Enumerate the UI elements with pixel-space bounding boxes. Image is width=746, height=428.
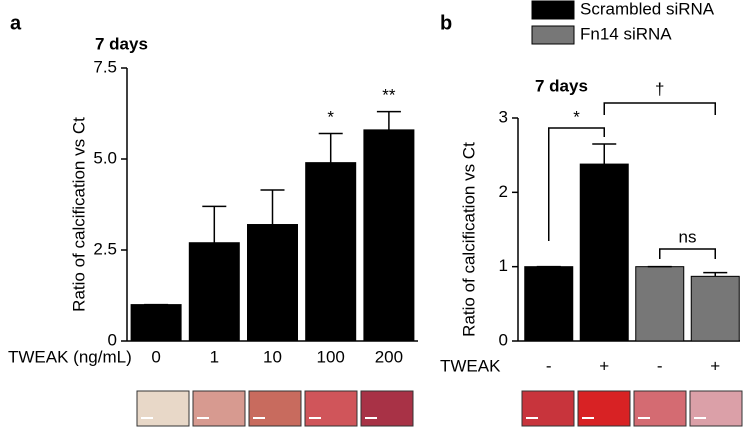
bar: [188, 242, 240, 342]
x-tick-label: +: [599, 356, 609, 375]
bar: [305, 162, 357, 342]
bar: [579, 163, 629, 342]
panel-letter: a: [10, 12, 22, 34]
x-tick-label: -: [546, 356, 552, 375]
y-tick-label: 0: [499, 330, 508, 349]
bracket: [659, 248, 716, 259]
legend-swatch: [531, 25, 575, 45]
x-tick-label: 100: [317, 347, 345, 366]
x-axis-label: TWEAK (ng/mL): [8, 347, 132, 366]
y-tick-label: 3: [499, 107, 508, 126]
bar: [130, 304, 182, 342]
bracket: [603, 102, 716, 115]
x-tick-label: +: [710, 356, 720, 375]
stain-image: [360, 390, 414, 427]
significance: †: [655, 79, 664, 98]
significance: *: [573, 107, 580, 126]
y-tick-label: 2.5: [93, 239, 117, 258]
bar: [363, 129, 415, 342]
stain-image: [633, 390, 687, 427]
x-tick-label: 200: [375, 347, 403, 366]
stain-image: [248, 390, 302, 427]
y-axis-label: Ratio of calcification vs Ct: [459, 142, 478, 337]
y-tick-label: 1: [499, 256, 508, 275]
y-axis-label: Ratio of calcification vs Ct: [69, 117, 88, 312]
chart-title: 7 days: [95, 34, 148, 53]
legend-label: Scrambled siRNA: [580, 0, 715, 18]
stain-image: [689, 390, 743, 427]
stain-image: [136, 390, 190, 427]
significance: *: [327, 107, 334, 126]
bar: [524, 266, 574, 342]
legend-label: Fn14 siRNA: [580, 24, 672, 43]
stain-image: [577, 390, 631, 427]
bar: [247, 224, 298, 342]
stain-image: [304, 390, 358, 427]
y-tick-label: 7.5: [93, 57, 117, 76]
legend-swatch: [531, 0, 575, 20]
stain-image: [192, 390, 246, 427]
significance: **: [382, 85, 396, 104]
y-tick-label: 5.0: [93, 148, 117, 167]
x-tick-label: 10: [263, 347, 282, 366]
y-tick-label: 0: [108, 330, 117, 349]
significance: ns: [679, 227, 697, 246]
stain-image: [521, 390, 575, 427]
x-tick-label: -: [657, 356, 663, 375]
panel-letter: b: [440, 12, 452, 34]
bar: [690, 275, 740, 342]
bar: [635, 266, 685, 342]
x-tick-label: 0: [151, 347, 160, 366]
y-tick-label: 2: [499, 182, 508, 201]
chart-title: 7 days: [535, 76, 588, 95]
x-tick-label: 1: [210, 347, 219, 366]
bracket: [548, 127, 605, 241]
x-axis-label: TWEAK: [440, 356, 501, 375]
